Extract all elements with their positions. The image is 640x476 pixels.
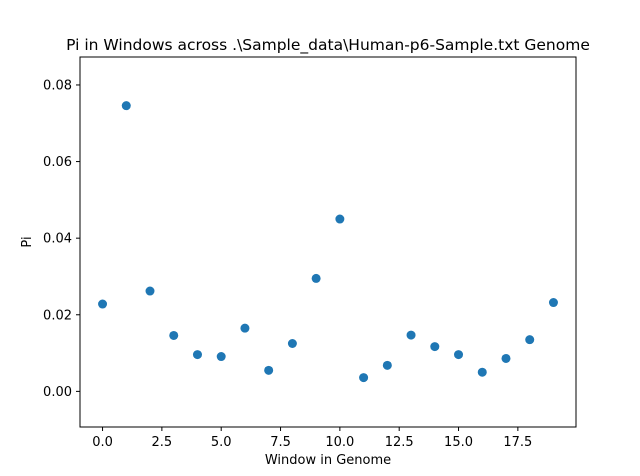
y-axis-label: Pi: [20, 236, 35, 247]
data-point: [548, 298, 558, 308]
data-point: [430, 342, 440, 352]
data-point: [216, 352, 226, 362]
data-point: [406, 330, 416, 340]
data-point: [98, 299, 108, 309]
x-tick-label: 17.5: [503, 435, 532, 450]
y-tick-label: 0.06: [43, 155, 72, 170]
x-tick-label: 5.0: [211, 435, 232, 450]
data-point: [311, 273, 321, 283]
y-tick-label: 0.02: [43, 308, 72, 323]
data-point: [501, 353, 511, 363]
data-point: [359, 373, 369, 383]
x-tick-label: 7.5: [270, 435, 291, 450]
y-tick-label: 0.00: [43, 385, 72, 400]
chart-title: Pi in Windows across .\Sample_data\Human…: [66, 36, 590, 55]
data-point: [145, 286, 155, 296]
data-point: [287, 339, 297, 349]
data-point: [382, 360, 392, 370]
x-tick-label: 0.0: [92, 435, 113, 450]
y-tick-label: 0.08: [43, 78, 72, 93]
data-point: [192, 350, 202, 360]
data-point: [264, 365, 274, 375]
x-tick-label: 12.5: [385, 435, 414, 450]
data-point: [121, 101, 131, 111]
data-point: [477, 367, 487, 377]
data-point: [240, 323, 250, 333]
y-tick-label: 0.04: [43, 232, 72, 247]
x-tick-label: 15.0: [444, 435, 473, 450]
points-layer: [98, 101, 558, 383]
x-axis-label: Window in Genome: [265, 453, 391, 468]
axes-frame: [79, 56, 577, 428]
x-tick-label: 10.0: [325, 435, 354, 450]
data-point: [525, 335, 535, 345]
data-point: [169, 330, 179, 340]
ticks-layer: 0.0 2.5 5.0 7.5 10.0 12.5 15.0 17.5 0.00 0.02 0.04…: [43, 78, 532, 450]
x-tick-label: 2.5: [152, 435, 173, 450]
data-point: [335, 214, 345, 224]
data-point: [454, 350, 464, 360]
